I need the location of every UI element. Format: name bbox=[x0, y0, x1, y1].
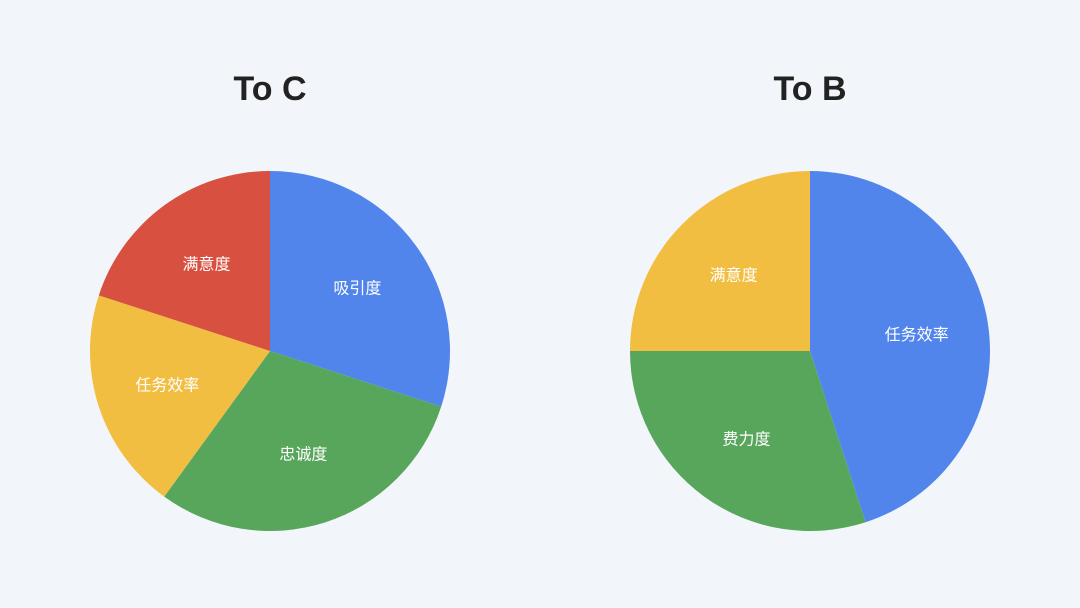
pie-slice bbox=[630, 171, 810, 351]
slice-label: 吸引度 bbox=[333, 279, 381, 298]
pie-slice bbox=[164, 351, 442, 531]
slice-label: 任务效率 bbox=[885, 325, 949, 344]
slice-label: 满意度 bbox=[183, 255, 231, 274]
slice-label: 满意度 bbox=[710, 266, 758, 285]
pie-slice bbox=[98, 171, 270, 351]
chart-title-to-c: To C bbox=[233, 70, 307, 108]
chart-title-to-b: To B bbox=[773, 70, 847, 108]
pie-slice bbox=[810, 171, 991, 523]
pie-slice bbox=[90, 295, 270, 497]
pie-slice bbox=[630, 351, 866, 532]
pie-slice bbox=[270, 171, 450, 407]
slice-label: 忠诚度 bbox=[279, 445, 327, 464]
slice-label: 任务效率 bbox=[135, 375, 199, 394]
slice-label: 费力度 bbox=[723, 429, 771, 448]
